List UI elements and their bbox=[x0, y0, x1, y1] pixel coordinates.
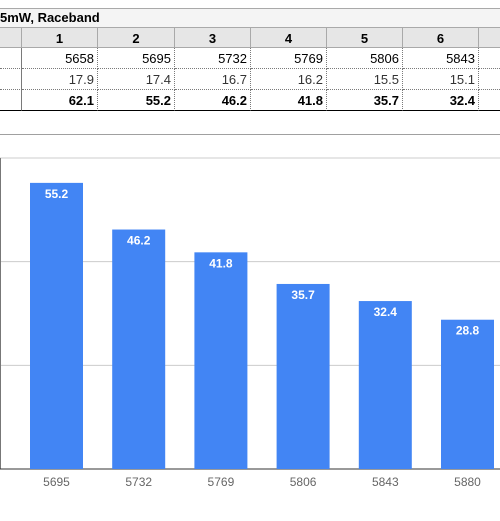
table-cell[interactable] bbox=[0, 69, 22, 90]
header-cell[interactable]: 3 bbox=[175, 27, 251, 48]
table-cell[interactable] bbox=[0, 90, 22, 111]
table-cell[interactable]: 46.2 bbox=[175, 90, 251, 111]
bar[interactable] bbox=[194, 252, 248, 469]
header-cell[interactable]: 1 bbox=[22, 27, 98, 48]
bar-value-label: 35.7 bbox=[291, 288, 315, 302]
bar[interactable] bbox=[276, 283, 330, 469]
x-tick-label: 5769 bbox=[208, 475, 235, 489]
bar-chart-svg: 55.2 5695 46.2 5732 41.8 5769 35.7 5806 32.4 5843… bbox=[0, 157, 500, 489]
header-cell[interactable]: 4 bbox=[251, 27, 327, 48]
table-cell-overflow[interactable] bbox=[479, 69, 500, 90]
bar-value-label: 46.2 bbox=[127, 234, 151, 248]
bar-value-label: 28.8 bbox=[456, 324, 480, 338]
table-cell[interactable]: 32.4 bbox=[403, 90, 479, 111]
table-cell-overflow[interactable] bbox=[479, 90, 500, 111]
x-tick-label: 5880 bbox=[454, 475, 481, 489]
table-cell[interactable]: 5806 bbox=[327, 48, 403, 69]
table-cell[interactable]: 5695 bbox=[98, 48, 175, 69]
sheet-title-row: 5mW, Raceband bbox=[0, 8, 500, 27]
table-cell[interactable]: 16.7 bbox=[175, 69, 251, 90]
mw-row: 17.9 17.4 16.7 16.2 15.5 15.1 bbox=[0, 69, 500, 90]
x-tick-label: 5732 bbox=[125, 475, 152, 489]
header-cell[interactable] bbox=[0, 27, 22, 48]
x-tick-label: 5806 bbox=[290, 475, 317, 489]
table-cell[interactable]: 5732 bbox=[175, 48, 251, 69]
table-cell[interactable]: 35.7 bbox=[327, 90, 403, 111]
bar[interactable] bbox=[358, 301, 412, 469]
frequency-row: 5658 5695 5732 5769 5806 5843 bbox=[0, 48, 500, 69]
table-cell-overflow[interactable] bbox=[479, 48, 500, 69]
bar-value-label: 41.8 bbox=[209, 256, 233, 270]
table-cell[interactable] bbox=[0, 48, 22, 69]
table-cell[interactable]: 5843 bbox=[403, 48, 479, 69]
bar[interactable] bbox=[441, 319, 494, 469]
table-cell[interactable]: 55.2 bbox=[98, 90, 175, 111]
table-cell[interactable]: 16.2 bbox=[251, 69, 327, 90]
header-cell[interactable]: 2 bbox=[98, 27, 175, 48]
header-cell[interactable]: 5 bbox=[327, 27, 403, 48]
table-cell[interactable]: 17.9 bbox=[22, 69, 98, 90]
bar[interactable] bbox=[30, 182, 83, 469]
bar-chart[interactable]: 55.2 5695 46.2 5732 41.8 5769 35.7 5806 32.4 5843… bbox=[0, 150, 500, 516]
table-cell[interactable]: 62.1 bbox=[22, 90, 98, 111]
percent-row: 62.1 55.2 46.2 41.8 35.7 32.4 bbox=[0, 90, 500, 111]
bar[interactable] bbox=[112, 229, 166, 469]
bar-value-label: 55.2 bbox=[45, 187, 69, 201]
chart-frame-top bbox=[0, 134, 500, 135]
channel-header-row: 1 2 3 4 5 6 bbox=[0, 27, 500, 48]
x-tick-label: 5843 bbox=[372, 475, 399, 489]
table-cell[interactable]: 15.1 bbox=[403, 69, 479, 90]
x-tick-label: 5695 bbox=[43, 475, 70, 489]
table-cell[interactable]: 41.8 bbox=[251, 90, 327, 111]
table-cell[interactable]: 15.5 bbox=[327, 69, 403, 90]
table-cell[interactable]: 5658 bbox=[22, 48, 98, 69]
header-cell[interactable]: 6 bbox=[403, 27, 479, 48]
sheet-title: 5mW, Raceband bbox=[0, 10, 100, 25]
bar-value-label: 32.4 bbox=[374, 305, 398, 319]
table-cell[interactable]: 5769 bbox=[251, 48, 327, 69]
table-cell[interactable]: 17.4 bbox=[98, 69, 175, 90]
header-cell-overflow bbox=[479, 27, 500, 48]
